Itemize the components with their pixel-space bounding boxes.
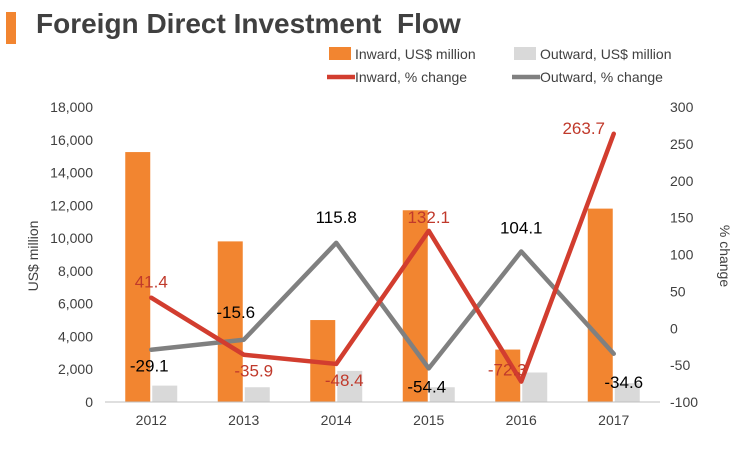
y-tick-label: 2,000 — [58, 361, 93, 377]
y2-tick-label: 100 — [670, 247, 694, 263]
y-tick-label: 8,000 — [58, 263, 93, 279]
legend-swatch-inward-bar — [329, 47, 351, 60]
x-tick-label: 2015 — [413, 412, 444, 428]
bar-outward — [152, 385, 178, 402]
bar-outward — [429, 387, 455, 402]
data-label-outward-pct: -15.6 — [216, 303, 255, 322]
x-tick-label: 2014 — [321, 412, 352, 428]
bar-inward — [217, 241, 243, 402]
bar-outward — [614, 383, 640, 402]
legend-swatch-outward-bar — [514, 47, 536, 60]
y-tick-label: 0 — [85, 394, 93, 410]
x-tick-label: 2016 — [506, 412, 537, 428]
legend-label-outward-bar: Outward, US$ million — [540, 46, 672, 62]
y-axis-ticks: 0 2,000 4,000 6,000 8,000 10,000 12,000 14,000 1… — [50, 99, 93, 410]
data-label-outward-pct: 115.8 — [316, 208, 357, 227]
title-accent-bar — [6, 12, 16, 44]
bars — [125, 152, 640, 402]
data-label-inward-pct: 263.7 — [562, 119, 605, 138]
y2-tick-label: 0 — [670, 320, 678, 336]
y2-tick-label: 150 — [670, 210, 694, 226]
y-tick-label: 4,000 — [58, 328, 93, 344]
lines — [149, 131, 616, 384]
bar-outward — [244, 387, 270, 402]
y-tick-label: 10,000 — [50, 230, 93, 246]
bar-inward — [587, 208, 613, 402]
line-inward-pct — [149, 131, 616, 384]
y2-tick-label: 50 — [670, 283, 686, 299]
x-tick-label: 2012 — [136, 412, 167, 428]
data-label-inward-pct: 41.4 — [135, 273, 168, 292]
bar-inward — [125, 152, 151, 402]
bar-outward — [522, 372, 548, 402]
data-label-outward-pct: -54.4 — [407, 377, 446, 396]
bar-inward — [402, 210, 428, 402]
y-tick-label: 16,000 — [50, 132, 93, 148]
legend-label-inward-line: Inward, % change — [355, 69, 467, 85]
data-label-inward-pct: 132.1 — [407, 208, 450, 227]
legend: Inward, US$ million Outward, US$ million… — [327, 46, 672, 85]
bar-outward — [337, 370, 363, 402]
chart-title: Foreign Direct Investment Flow — [36, 8, 461, 39]
y-tick-label: 18,000 — [50, 99, 93, 115]
data-label-inward-pct: -35.9 — [234, 362, 273, 381]
x-tick-label: 2013 — [228, 412, 259, 428]
data-label-outward-pct: -29.1 — [130, 357, 169, 376]
data-label-outward-pct: -34.6 — [604, 373, 643, 392]
line-outward-pct — [149, 240, 616, 371]
y-axis-title: US$ million — [25, 221, 41, 292]
y-tick-label: 14,000 — [50, 165, 93, 181]
data-label-inward-pct: -72.3 — [488, 361, 527, 380]
y-tick-label: 6,000 — [58, 296, 93, 312]
x-axis-ticks: 2012 2013 2014 2015 2016 2017 — [136, 412, 630, 428]
data-label-outward-pct: 104.1 — [500, 218, 543, 237]
y2-tick-label: -50 — [670, 357, 690, 373]
y2-tick-label: 200 — [670, 173, 694, 189]
legend-label-inward-bar: Inward, US$ million — [355, 46, 476, 62]
x-tick-label: 2017 — [598, 412, 629, 428]
y2-tick-label: 300 — [670, 99, 694, 115]
data-labels: 41.4 -35.9 -48.4 132.1 -72.3 263.7 -29.1 -15.6 1… — [130, 119, 643, 397]
legend-label-outward-line: Outward, % change — [540, 69, 663, 85]
y2-tick-label: 250 — [670, 136, 694, 152]
y2-axis-title: % change — [717, 225, 733, 287]
y2-axis-ticks: -100 -50 0 50 100 150 200 250 300 — [670, 99, 698, 410]
data-label-inward-pct: -48.4 — [325, 371, 364, 390]
y2-tick-label: -100 — [670, 394, 698, 410]
y-tick-label: 12,000 — [50, 197, 93, 213]
